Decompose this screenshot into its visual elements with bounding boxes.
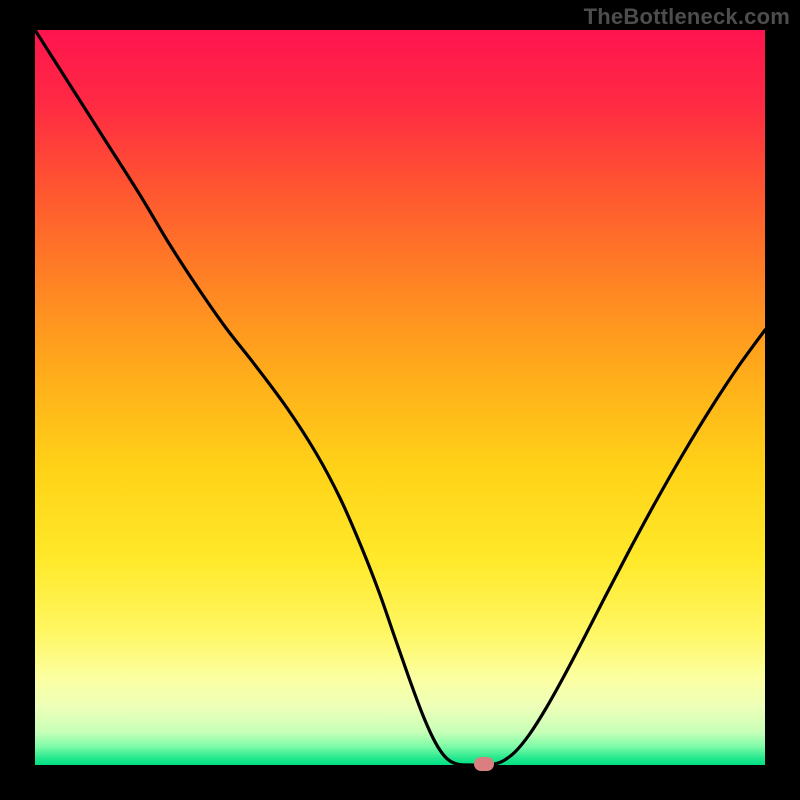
watermark-text: TheBottleneck.com — [584, 4, 790, 30]
plot-area — [35, 30, 765, 765]
bottleneck-curve — [35, 30, 765, 765]
curve-path — [35, 30, 765, 765]
optimal-point-marker — [474, 757, 494, 771]
chart-container: TheBottleneck.com — [0, 0, 800, 800]
